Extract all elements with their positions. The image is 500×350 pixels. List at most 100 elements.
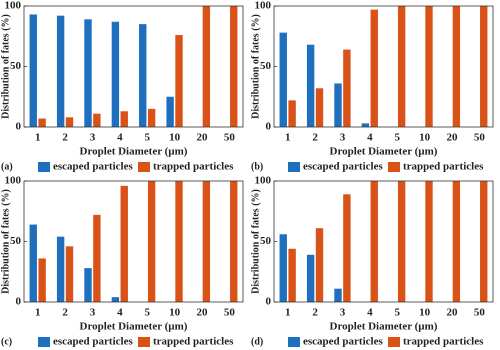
x-tick-label: 4 bbox=[117, 132, 123, 144]
bar bbox=[306, 254, 315, 302]
x-axis-label: Droplet Diameter (µm) bbox=[80, 321, 188, 333]
bar bbox=[334, 83, 342, 127]
x-tick-label: 2 bbox=[312, 132, 318, 144]
bar bbox=[93, 113, 101, 127]
y-tick-label: 100 bbox=[5, 0, 22, 12]
legend-swatch bbox=[38, 162, 50, 172]
x-tick-label: 10 bbox=[169, 132, 181, 144]
bar bbox=[29, 14, 37, 127]
bar bbox=[175, 181, 183, 302]
x-tick-label: 1 bbox=[285, 307, 291, 319]
y-tick-label: 100 bbox=[5, 175, 22, 187]
bar bbox=[452, 6, 461, 127]
bar bbox=[397, 6, 406, 127]
x-tick-label: 20 bbox=[446, 307, 458, 319]
bar bbox=[370, 9, 378, 128]
x-tick-label: 5 bbox=[144, 307, 150, 319]
x-tick-label: 2 bbox=[312, 307, 318, 319]
axes-frame bbox=[273, 180, 494, 303]
y-tick-label: 50 bbox=[260, 60, 272, 72]
x-tick-label: 20 bbox=[196, 132, 208, 144]
legend-swatch bbox=[388, 162, 400, 172]
y-tick-label: 0 bbox=[266, 121, 272, 133]
bar bbox=[84, 268, 92, 302]
bar bbox=[56, 15, 65, 127]
x-tick-label: 10 bbox=[169, 307, 181, 319]
bar bbox=[334, 288, 342, 302]
y-tick-label: 0 bbox=[16, 121, 22, 133]
bar bbox=[397, 181, 406, 302]
bar bbox=[425, 6, 433, 127]
legend-label: trapped particles bbox=[153, 336, 234, 348]
bar bbox=[230, 6, 238, 127]
panel-label: (c) bbox=[1, 336, 12, 347]
bar bbox=[38, 118, 46, 127]
panel-label: (b) bbox=[251, 161, 263, 172]
x-tick-label: 2 bbox=[62, 307, 68, 319]
x-tick-label: 4 bbox=[367, 132, 373, 144]
bar bbox=[65, 117, 74, 127]
x-tick-label: 3 bbox=[340, 132, 346, 144]
y-tick-label: 100 bbox=[255, 0, 272, 12]
bar bbox=[279, 234, 287, 302]
bar bbox=[315, 88, 324, 127]
bar bbox=[147, 181, 156, 302]
bar bbox=[315, 228, 324, 302]
x-axis-label: Droplet Diameter (µm) bbox=[330, 146, 438, 158]
bar bbox=[175, 35, 183, 127]
legend-swatch bbox=[388, 337, 400, 347]
legend-label: escaped particles bbox=[303, 161, 383, 173]
x-tick-label: 50 bbox=[474, 307, 486, 319]
x-tick-label: 5 bbox=[394, 307, 400, 319]
legend-swatch bbox=[138, 337, 150, 347]
y-axis-label: Distribution of fates (%) bbox=[0, 14, 11, 119]
bar bbox=[38, 258, 46, 302]
y-axis-label: Distribution of fates (%) bbox=[250, 14, 261, 119]
x-tick-label: 1 bbox=[285, 132, 291, 144]
legend-swatch bbox=[38, 337, 50, 347]
bar bbox=[202, 6, 211, 127]
axes-frame bbox=[273, 5, 494, 128]
bar bbox=[279, 32, 287, 128]
y-tick-label: 50 bbox=[10, 235, 22, 247]
x-tick-label: 5 bbox=[394, 132, 400, 144]
bar bbox=[425, 181, 433, 302]
bar bbox=[120, 111, 128, 127]
x-tick-label: 5 bbox=[144, 132, 150, 144]
x-tick-label: 1 bbox=[35, 307, 41, 319]
x-tick-label: 1 bbox=[35, 132, 41, 144]
axes-frame bbox=[23, 5, 244, 128]
x-tick-label: 2 bbox=[62, 132, 68, 144]
legend-label: escaped particles bbox=[53, 336, 133, 348]
bar bbox=[452, 181, 461, 302]
legend-label: escaped particles bbox=[303, 336, 383, 348]
y-tick-label: 50 bbox=[260, 235, 272, 247]
bar bbox=[29, 224, 37, 302]
y-tick-label: 50 bbox=[10, 60, 22, 72]
x-tick-label: 20 bbox=[196, 307, 208, 319]
legend-swatch bbox=[288, 337, 300, 347]
bar bbox=[120, 185, 128, 302]
x-tick-label: 20 bbox=[446, 132, 458, 144]
x-tick-label: 3 bbox=[340, 307, 346, 319]
bar bbox=[480, 181, 488, 302]
bar bbox=[343, 49, 351, 128]
x-tick-label: 10 bbox=[419, 307, 431, 319]
bar bbox=[56, 236, 65, 302]
bar bbox=[84, 19, 92, 128]
y-axis-label: Distribution of fates (%) bbox=[0, 189, 11, 294]
x-tick-label: 3 bbox=[90, 307, 96, 319]
bar bbox=[306, 44, 315, 127]
panel-label: (a) bbox=[1, 161, 13, 172]
panel-label: (d) bbox=[251, 336, 263, 347]
x-axis-label: Droplet Diameter (µm) bbox=[330, 321, 438, 333]
y-tick-label: 0 bbox=[16, 296, 22, 308]
y-tick-label: 0 bbox=[266, 296, 272, 308]
bar bbox=[166, 96, 174, 127]
x-tick-label: 4 bbox=[117, 307, 123, 319]
legend-label: trapped particles bbox=[403, 336, 484, 348]
bar bbox=[111, 21, 120, 128]
bar bbox=[139, 24, 147, 127]
x-axis-label: Droplet Diameter (µm) bbox=[80, 146, 188, 158]
legend-label: trapped particles bbox=[153, 161, 234, 173]
